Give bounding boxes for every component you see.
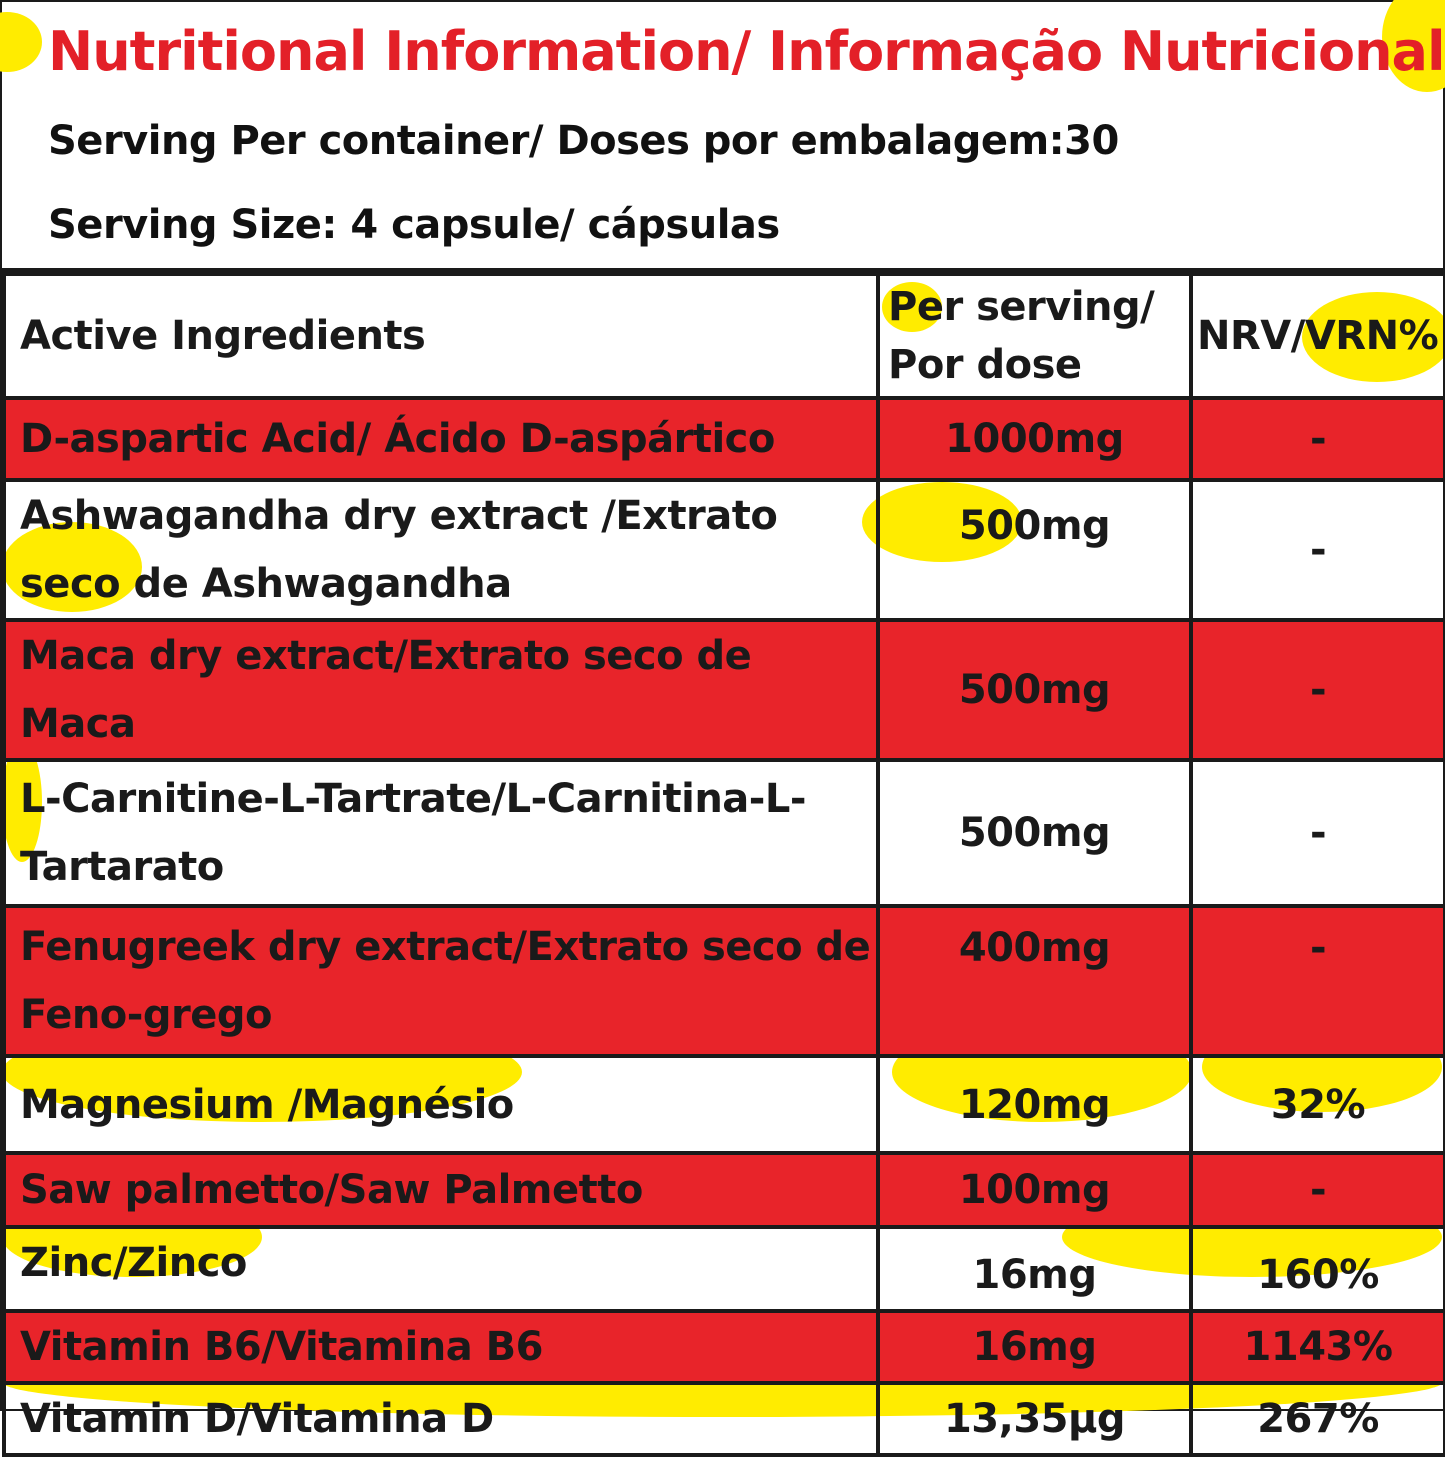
table-row: D-aspartic Acid/ Ácido D-aspártico 1000m… <box>2 396 1445 482</box>
per-serving-cell: 500mg <box>876 478 1193 622</box>
per-serving-cell: 500mg <box>876 618 1193 762</box>
nrv-cell: - <box>1189 618 1445 762</box>
per-serving-cell: 16mg <box>876 1225 1193 1313</box>
ingredient-cell: Vitamin B6/Vitamina B6 <box>2 1309 880 1385</box>
nrv-cell: - <box>1189 1151 1445 1229</box>
ingredient-cell: Vitamin D/Vitamina D <box>2 1381 880 1457</box>
table-row: Ashwagandha dry extract /Extrato seco de… <box>2 478 1445 622</box>
per-serving-cell: 500mg <box>876 758 1193 908</box>
header-active-ingredients: Active Ingredients <box>2 272 880 400</box>
per-serving-cell: 120mg <box>876 1054 1193 1155</box>
table-row: Fenugreek dry extract/Extrato seco de Fe… <box>2 904 1445 1058</box>
nrv-cell: 267% <box>1189 1381 1445 1457</box>
table-row: Maca dry extract/Extrato seco de Maca 50… <box>2 618 1445 762</box>
per-serving-cell: 400mg <box>876 904 1193 1058</box>
ingredient-cell: L-Carnitine-L-Tartrate/L-Carnitina-L-Tar… <box>2 758 880 908</box>
servings-per-container: Serving Per container/ Doses por embalag… <box>48 118 1119 164</box>
nrv-cell: 160% <box>1189 1225 1445 1313</box>
ingredient-cell: Saw palmetto/Saw Palmetto <box>2 1151 880 1229</box>
table-row: L-Carnitine-L-Tartrate/L-Carnitina-L-Tar… <box>2 758 1445 908</box>
table-header-row: Active Ingredients Per serving/ Por dose… <box>2 272 1445 400</box>
table-row: Zinc/Zinco 16mg 160% <box>2 1225 1445 1313</box>
per-serving-cell: 13,35µg <box>876 1381 1193 1457</box>
header-per-serving: Per serving/ Por dose <box>876 272 1193 400</box>
ingredient-cell: Fenugreek dry extract/Extrato seco de Fe… <box>2 904 880 1058</box>
table-row: Magnesium /Magnésio 120mg 32% <box>2 1054 1445 1155</box>
label-header: Nutritional Information/ Informação Nutr… <box>2 2 1445 272</box>
ingredient-cell: Zinc/Zinco <box>2 1225 880 1313</box>
serving-size: Serving Size: 4 capsule/ cápsulas <box>48 202 780 248</box>
per-serving-cell: 1000mg <box>876 396 1193 482</box>
table-row: Vitamin B6/Vitamina B6 16mg 1143% <box>2 1309 1445 1385</box>
ingredient-cell: Ashwagandha dry extract /Extrato seco de… <box>2 478 880 622</box>
nrv-cell: - <box>1189 478 1445 622</box>
per-serving-cell: 100mg <box>876 1151 1193 1229</box>
ingredient-cell: D-aspartic Acid/ Ácido D-aspártico <box>2 396 880 482</box>
nrv-cell: - <box>1189 904 1445 1058</box>
ingredient-cell: Magnesium /Magnésio <box>2 1054 880 1155</box>
ingredient-cell: Maca dry extract/Extrato seco de Maca <box>2 618 880 762</box>
ingredients-table: Active Ingredients Per serving/ Por dose… <box>2 272 1445 1457</box>
nrv-cell: 1143% <box>1189 1309 1445 1385</box>
header-nrv: NRV/VRN% <box>1189 272 1445 400</box>
per-serving-cell: 16mg <box>876 1309 1193 1385</box>
table-row: Vitamin D/Vitamina D 13,35µg 267% <box>2 1381 1445 1457</box>
nrv-cell: - <box>1189 758 1445 908</box>
nrv-cell: - <box>1189 396 1445 482</box>
nrv-cell: 32% <box>1189 1054 1445 1155</box>
label-title: Nutritional Information/ Informação Nutr… <box>48 20 1445 83</box>
table-row: Saw palmetto/Saw Palmetto 100mg - <box>2 1151 1445 1229</box>
